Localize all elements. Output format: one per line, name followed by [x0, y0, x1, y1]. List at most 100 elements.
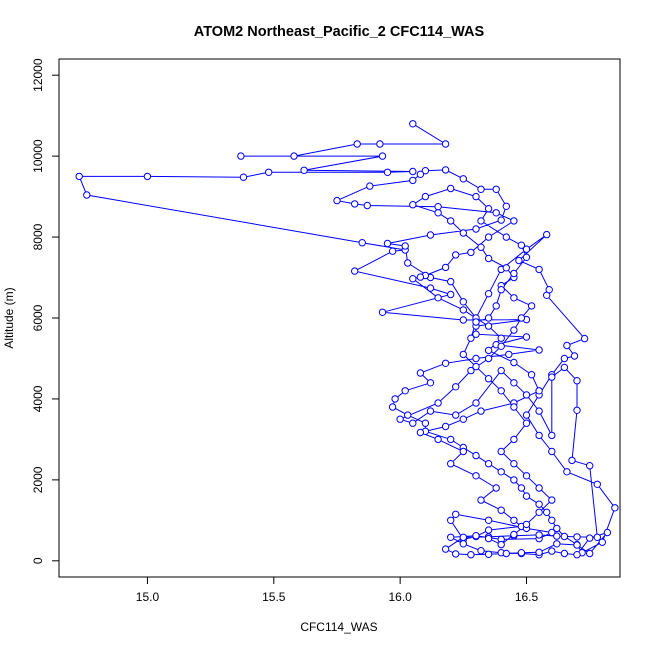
data-point — [502, 202, 510, 211]
data-point — [459, 350, 467, 359]
data-point — [573, 406, 581, 414]
data-point — [447, 533, 455, 541]
data-point — [401, 387, 409, 395]
data-point — [363, 201, 371, 210]
data-point — [467, 334, 475, 342]
data-point — [477, 496, 485, 504]
data-point — [484, 375, 493, 383]
chart-title: ATOM2 Northeast_Pacific_2 CFC114_WAS — [194, 24, 485, 40]
data-point — [593, 533, 601, 541]
data-point — [472, 225, 480, 233]
data-point — [477, 547, 485, 555]
data-point — [447, 277, 455, 286]
data-point — [459, 229, 467, 237]
data-point — [548, 373, 556, 381]
data-point — [492, 209, 500, 217]
data-point — [611, 504, 619, 512]
data-point — [535, 265, 543, 274]
data-point — [459, 298, 467, 306]
data-point — [388, 403, 397, 411]
data-point — [459, 415, 467, 423]
data-point — [477, 407, 485, 415]
data-point — [441, 140, 450, 148]
data-point — [366, 182, 374, 190]
data-point — [517, 241, 526, 249]
data-point — [447, 290, 455, 299]
y-tick-label: 12000 — [31, 58, 45, 92]
data-point — [421, 419, 430, 427]
series-line — [78, 123, 616, 556]
y-tick-label: 4000 — [31, 385, 45, 412]
data-point — [497, 286, 505, 294]
data-point — [477, 243, 485, 251]
data-point — [502, 233, 510, 241]
data-point — [452, 251, 460, 259]
data-point — [484, 354, 493, 363]
data-point — [510, 269, 518, 278]
data-point — [497, 506, 505, 514]
data-point — [416, 273, 425, 281]
x-tick-label: 16.0 — [388, 590, 412, 604]
data-point — [472, 354, 480, 363]
data-point — [409, 275, 417, 283]
data-point — [522, 245, 531, 253]
data-point — [522, 419, 531, 427]
data-point — [535, 431, 543, 440]
data-point — [416, 369, 425, 377]
data-point — [351, 200, 359, 208]
data-point — [441, 545, 450, 553]
data-point — [404, 411, 412, 419]
x-tick-label: 16.5 — [515, 590, 539, 604]
data-point — [434, 203, 442, 211]
data-point — [548, 547, 556, 555]
data-point — [300, 166, 308, 175]
data-point — [522, 492, 531, 500]
data-point — [510, 460, 518, 468]
data-point — [447, 460, 455, 468]
y-tick-label: 10000 — [31, 139, 45, 173]
data-point — [441, 166, 450, 174]
data-point — [426, 407, 435, 415]
data-point — [510, 294, 518, 302]
data-point — [492, 302, 500, 310]
data-point — [560, 549, 569, 558]
data-point — [484, 550, 493, 558]
data-point — [497, 342, 505, 350]
y-tick-label: 0 — [31, 557, 45, 564]
data-point — [472, 451, 480, 460]
data-point — [452, 510, 460, 518]
data-point — [573, 541, 581, 549]
data-point — [535, 484, 543, 492]
data-point — [505, 350, 513, 359]
data-point — [416, 428, 425, 437]
data-point — [568, 456, 576, 465]
data-point — [441, 422, 450, 431]
data-point — [522, 411, 531, 419]
data-point — [593, 480, 601, 488]
data-point — [510, 435, 518, 444]
data-point — [383, 239, 392, 248]
data-point — [527, 302, 536, 310]
data-point — [401, 242, 409, 250]
data-point — [434, 209, 442, 217]
data-point — [484, 233, 493, 241]
data-point — [497, 334, 505, 342]
data-point — [570, 352, 579, 360]
data-point — [522, 333, 531, 341]
data-point — [383, 168, 392, 177]
data-point — [510, 379, 518, 387]
data-point — [603, 528, 612, 537]
data-point — [510, 516, 518, 524]
data-point — [535, 531, 543, 539]
data-point — [426, 379, 435, 387]
data-point — [517, 484, 526, 492]
data-point — [353, 140, 361, 148]
data-point — [452, 550, 460, 558]
data-point — [560, 354, 569, 363]
data-point — [535, 346, 543, 354]
data-point — [510, 476, 518, 484]
data-point — [441, 263, 450, 272]
data-point — [290, 152, 298, 160]
